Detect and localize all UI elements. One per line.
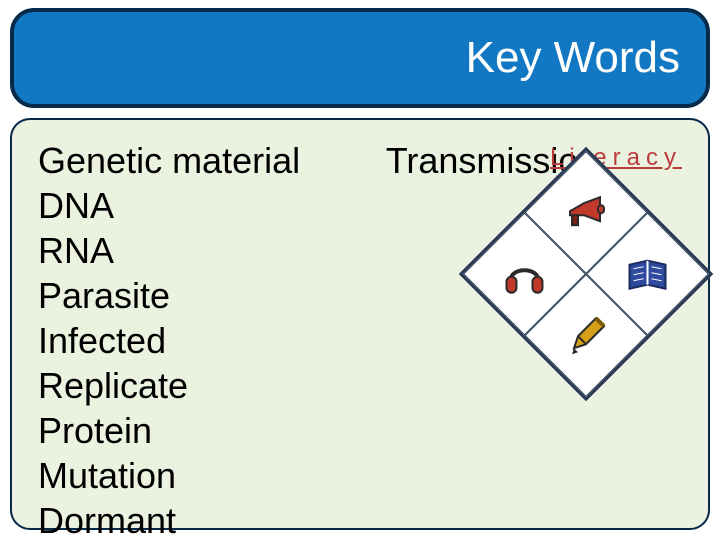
megaphone-icon [562, 188, 610, 236]
header-title: Key Words [466, 33, 680, 83]
key-word: RNA [38, 228, 386, 273]
key-word: Mutation [38, 453, 386, 498]
headphones-icon [500, 250, 548, 298]
key-word: Protein [38, 408, 386, 453]
book-icon [624, 250, 672, 298]
words-column-left: Genetic material DNA RNA Parasite Infect… [38, 138, 386, 510]
diamond-grid [459, 147, 714, 402]
header-bar: Key Words [10, 8, 710, 108]
key-word: Infected [38, 318, 386, 363]
key-word: Dormant [38, 498, 386, 543]
pencil-icon [562, 312, 610, 360]
key-word: Genetic material [38, 138, 386, 183]
key-word: Parasite [38, 273, 386, 318]
words-column-right: Transmission Literacy [386, 138, 682, 510]
key-word: DNA [38, 183, 386, 228]
content-panel: Genetic material DNA RNA Parasite Infect… [10, 118, 710, 530]
literacy-diamond [496, 184, 676, 364]
key-word: Replicate [38, 363, 386, 408]
